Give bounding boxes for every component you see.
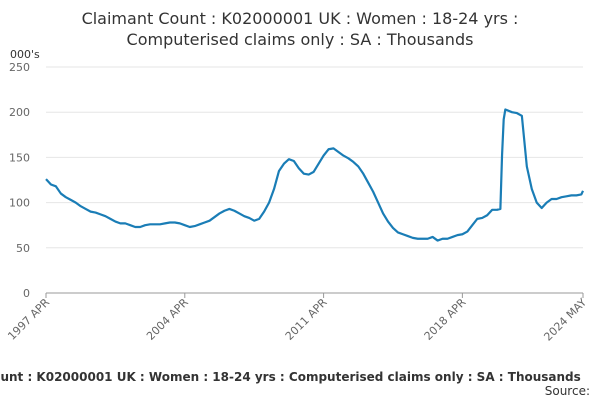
y-tick-label: 200 <box>9 106 30 119</box>
y-tick-label: 0 <box>23 287 30 300</box>
y-axis-label: 000's <box>10 48 40 61</box>
y-tick-label: 100 <box>9 197 30 210</box>
x-tick-label: 2018 APR <box>422 296 469 343</box>
source: Source: <box>545 384 590 398</box>
y-tick-label: 50 <box>16 242 30 255</box>
y-tick-label: 250 <box>9 61 30 74</box>
chart-title: Claimant Count : K02000001 UK : Women : … <box>82 9 519 28</box>
x-tick-label: 2024 MAY <box>541 296 589 344</box>
x-tick-label: 2011 APR <box>283 296 330 343</box>
x-tick-label: 1997 APR <box>5 296 52 343</box>
y-tick-label: 150 <box>9 151 30 164</box>
chart-title: Computerised claims only : SA : Thousand… <box>127 30 474 49</box>
footer: Claimant Count : K02000001 UK : Women : … <box>0 370 581 384</box>
line <box>45 108 585 242</box>
x-tick-label: 2004 APR <box>144 296 191 343</box>
